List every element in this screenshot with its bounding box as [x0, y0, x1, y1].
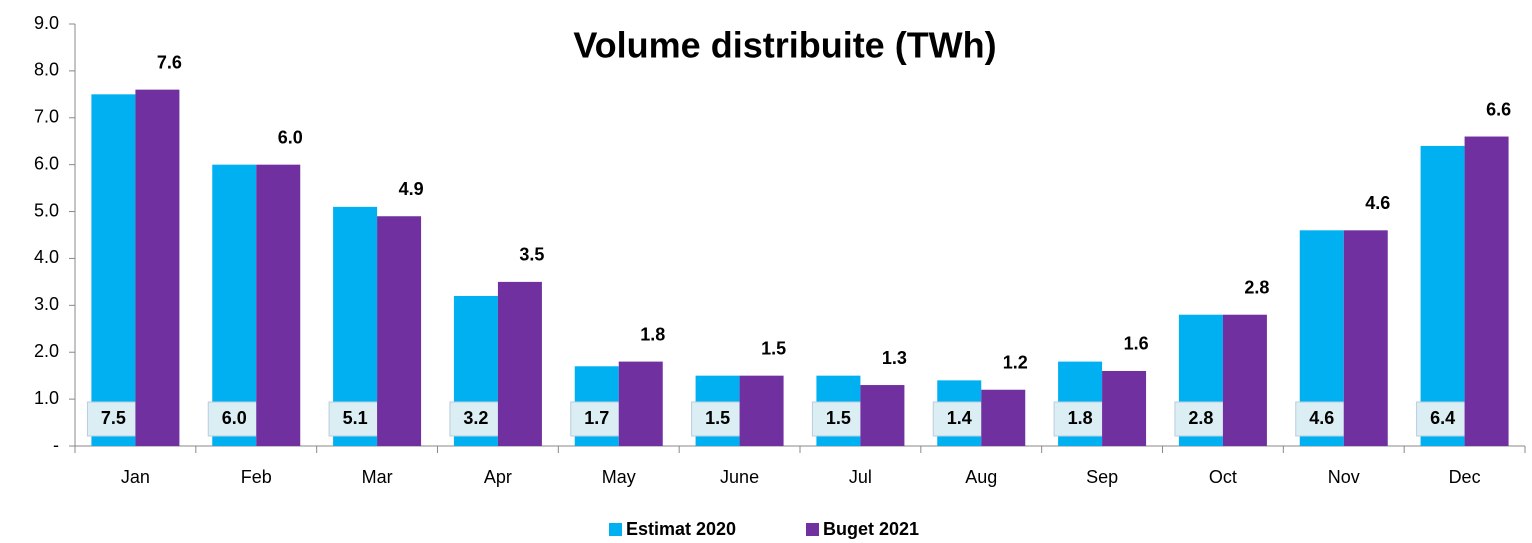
data-label: 1.2 — [1003, 352, 1028, 372]
data-label: 5.1 — [343, 408, 368, 428]
bar — [1420, 145, 1465, 446]
x-tick-label: Mar — [362, 467, 393, 487]
data-label: 6.0 — [278, 127, 303, 147]
data-label: 3.5 — [519, 245, 544, 265]
data-label: 1.8 — [1068, 408, 1093, 428]
y-tick-label: 5.0 — [34, 200, 59, 220]
bar — [981, 389, 1026, 446]
label-box — [1053, 401, 1107, 437]
label-box — [691, 401, 745, 437]
bar — [212, 164, 257, 446]
data-label: 1.4 — [947, 408, 972, 428]
y-tick-label: 4.0 — [34, 247, 59, 267]
label-box — [207, 401, 261, 437]
legend-swatch — [609, 523, 622, 536]
legend-label: Estimat 2020 — [626, 519, 736, 539]
x-tick-label: Nov — [1328, 467, 1360, 487]
label-box — [328, 401, 382, 437]
y-tick-label: 8.0 — [34, 60, 59, 80]
data-label: 4.6 — [1365, 193, 1390, 213]
bar — [739, 375, 784, 446]
data-label: 6.0 — [222, 408, 247, 428]
bar — [497, 281, 542, 446]
x-tick-label: Jan — [121, 467, 150, 487]
label-box — [1416, 401, 1470, 437]
data-label: 1.6 — [1124, 334, 1149, 354]
data-label: 6.4 — [1430, 408, 1455, 428]
x-tick-label: Jul — [849, 467, 872, 487]
data-label: 2.8 — [1188, 408, 1213, 428]
x-tick-label: Apr — [484, 467, 512, 487]
y-tick-label: 1.0 — [34, 388, 59, 408]
bar — [135, 89, 180, 447]
data-label: 1.3 — [882, 348, 907, 368]
bar — [1222, 314, 1267, 446]
x-tick-label: Feb — [241, 467, 272, 487]
data-label: 7.6 — [157, 52, 182, 72]
label-box — [1174, 401, 1228, 437]
bar — [91, 94, 136, 446]
data-label: 1.5 — [826, 408, 851, 428]
bar — [1464, 136, 1509, 447]
data-label: 2.8 — [1244, 277, 1269, 297]
legend-swatch — [806, 523, 819, 536]
x-tick-label: Oct — [1209, 467, 1237, 487]
data-label: 1.5 — [761, 338, 786, 358]
bar — [860, 385, 905, 446]
y-tick-label: 6.0 — [34, 153, 59, 173]
data-label: 7.5 — [101, 408, 126, 428]
bar — [1102, 370, 1147, 446]
data-label: 4.6 — [1309, 408, 1334, 428]
bar — [377, 216, 422, 446]
label-box — [1295, 401, 1349, 437]
data-label: 1.8 — [640, 324, 665, 344]
bar — [618, 361, 663, 446]
bar — [1343, 230, 1388, 446]
label-box — [570, 401, 624, 437]
label-box — [86, 401, 140, 437]
chart-title: Volume distribuite (TWh) — [573, 25, 996, 66]
y-tick-label: 9.0 — [34, 13, 59, 33]
data-label: 3.2 — [463, 408, 488, 428]
data-label: 4.9 — [399, 179, 424, 199]
x-tick-label: Dec — [1449, 467, 1481, 487]
legend-label: Buget 2021 — [823, 519, 919, 539]
label-box — [932, 401, 986, 437]
x-tick-label: Aug — [965, 467, 997, 487]
bar — [256, 164, 301, 446]
y-tick-label: 7.0 — [34, 107, 59, 127]
data-label: 1.5 — [705, 408, 730, 428]
data-label: 6.6 — [1486, 99, 1511, 119]
x-tick-label: Sep — [1086, 467, 1118, 487]
y-tick-label: 3.0 — [34, 294, 59, 314]
x-tick-label: May — [602, 467, 636, 487]
data-label: 1.7 — [584, 408, 609, 428]
y-tick-label: 2.0 — [34, 341, 59, 361]
x-tick-label: June — [720, 467, 759, 487]
y-tick-label: - — [53, 435, 59, 455]
